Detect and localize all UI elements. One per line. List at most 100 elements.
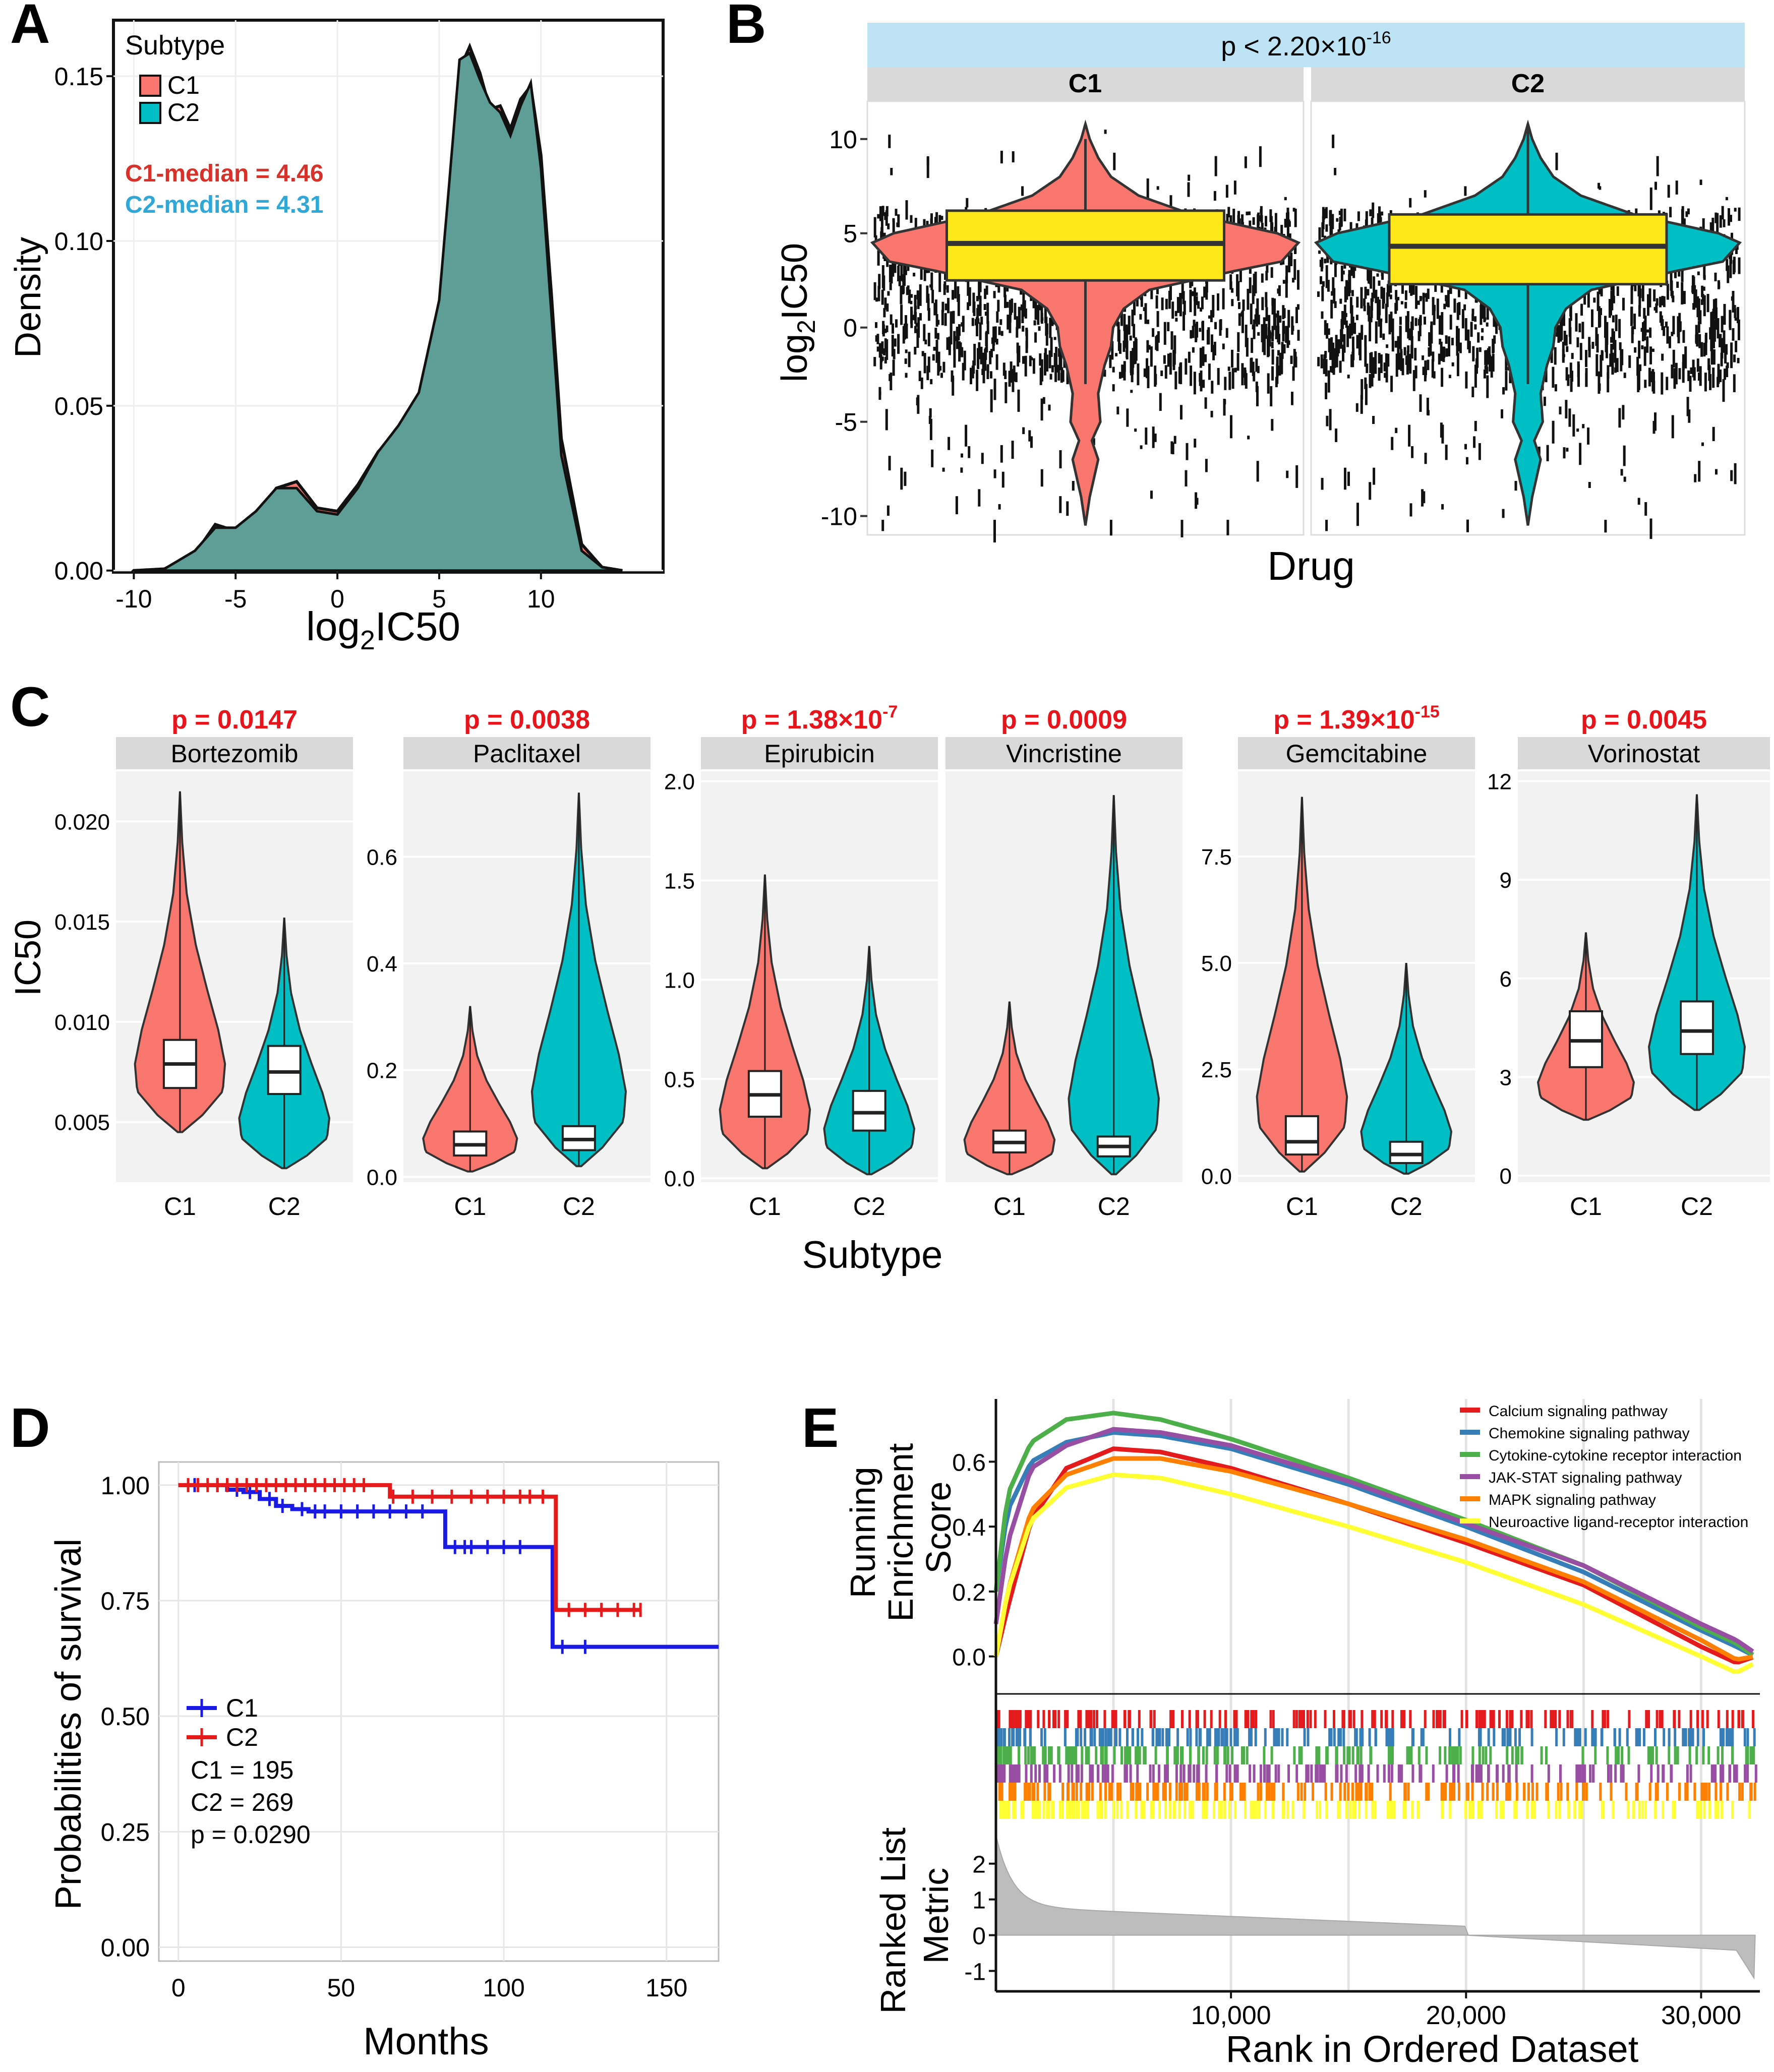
panel-b-drug-point [1040,303,1043,323]
panel-b-drug-point [885,409,888,431]
panel-e-hit-mark [1560,1783,1563,1801]
panel-b-drug-point [890,373,893,391]
panel-a-ytick-label: 0.15 [54,63,103,91]
panel-e-hit-mark [1589,1764,1592,1783]
panel-b-drug-point [1436,298,1439,319]
panel-b-drug-point [923,353,926,374]
panel-e-hit-mark [1228,1801,1231,1819]
panel-b-drug-point [1154,434,1157,442]
panel-b-drug-point [1202,380,1205,388]
panel-b-drug-point [963,350,966,371]
panel-e-hit-mark [1684,1783,1687,1801]
panel-b-drug-point [1612,315,1615,323]
panel-b-drug-point [1737,307,1739,323]
panel-e-hit-mark [1743,1728,1746,1746]
panel-e-hit-mark [1176,1746,1179,1764]
panel-e-hit-mark [1203,1783,1206,1801]
panel-e-hit-mark [1670,1764,1673,1783]
panel-e-hit-mark [1654,1728,1657,1746]
panel-b-drug-point [1377,213,1380,227]
panel-e-hit-mark [1721,1801,1724,1819]
panel-c-xtick-label: C2 [268,1192,301,1221]
panel-e-hit-mark [1307,1764,1310,1783]
panel-c-ytick-label: 9 [1500,868,1512,893]
panel-b-drug-point [950,315,953,322]
panel-b-ytick-label: -10 [821,503,857,531]
panel-e-hit-mark [1293,1746,1296,1764]
panel-b-drug-point [1250,303,1253,325]
panel-e-hit-mark [1151,1728,1154,1746]
panel-b-drug-point [1321,257,1324,269]
panel-b-drug-point [1361,379,1364,400]
panel-b-drug-point [1472,346,1475,361]
panel-e-hit-mark [1103,1710,1106,1728]
panel-b-drug-point [983,304,986,310]
panel-b-drug-point [1164,365,1167,379]
panel-e-hit-mark [1073,1801,1076,1819]
panel-b-drug-point [1126,408,1129,427]
panel-e-hit-mark [1581,1764,1584,1783]
panel-e-hit-mark [1244,1801,1247,1819]
panel-e-hit-mark [1104,1801,1107,1819]
panel-e-hit-mark [1361,1710,1364,1728]
panel-a-density-chart: -10 -5 0 5 100.000.050.100.15 Subtype C1 C2 … [8,19,665,655]
panel-e-xlabel: Rank in Ordered Dataset [1226,2028,1639,2070]
panel-b-drug-point [992,340,995,351]
panel-e-hit-mark [1635,1783,1638,1801]
panel-b-drug-point [905,349,908,353]
panel-c-p-main: p = 0.0045 [1581,705,1707,735]
panel-e-hit-mark [1703,1801,1706,1819]
panel-e-hit-mark [1104,1728,1107,1746]
panel-e-hit-mark [1223,1801,1226,1819]
panel-c-box [267,1045,302,1095]
panel-e-hit-mark [1509,1710,1512,1728]
panel-b-drug-point [935,314,938,327]
panel-b-drug-point [1445,335,1448,344]
panel-e-hit-mark [1717,1746,1720,1764]
panel-e-hit-mark [1337,1801,1339,1819]
panel-b-drug-point [1724,348,1727,363]
panel-b-drug-point [1360,395,1363,414]
panel-b-drug-point [1486,375,1489,398]
panel-b-drug-point [1339,298,1342,304]
panel-b-drug-point [1644,316,1647,336]
panel-b-drug-point [1292,208,1295,212]
panel-e-hit-mark [1058,1801,1061,1819]
panel-e-hit-mark [1024,1746,1027,1764]
panel-b-drug-point [1253,319,1256,339]
panel-e-hit-mark [1046,1801,1049,1819]
panel-e-hit-mark [1339,1728,1342,1746]
panel-b-drug-point [1290,253,1293,266]
panel-label-c: C [10,676,50,738]
panel-e-hit-mark [1752,1746,1755,1764]
panel-b-drug-point [1178,367,1181,384]
panel-b-drug-point [1554,384,1557,392]
panel-c-ytick-label: 0.6 [367,845,397,870]
panel-e-hit-mark [1099,1728,1102,1746]
panel-e-ylabel-bottom-line1: Ranked List [873,1827,913,2014]
panel-b-drug-point [1631,327,1634,343]
panel-e-hit-mark [1316,1764,1319,1783]
panel-b-drug-point [927,308,930,321]
panel-b-drug-point [1229,274,1232,290]
panel-e-hit-mark [1129,1746,1132,1764]
panel-b-drug-point [1343,334,1346,353]
panel-b-drug-point [1577,364,1580,387]
panel-e-hit-mark [1071,1764,1074,1783]
panel-b-drug-point [1123,326,1127,346]
panel-e-hit-mark [1009,1746,1012,1764]
panel-b-drug-point [1034,299,1037,320]
panel-b-drug-point [1730,215,1732,222]
panel-e-hit-mark [1197,1746,1200,1764]
panel-e-hit-mark [1480,1764,1483,1783]
panel-b-drug-point [897,214,900,227]
panel-e-hit-mark [1146,1783,1149,1801]
panel-b-drug-point [1686,397,1689,416]
panel-e-hit-mark [1069,1801,1072,1819]
panel-b-drug-point [884,338,887,352]
panel-b-drug-point [1661,319,1664,330]
panel-b-drug-point [1649,518,1652,539]
panel-c-drug-label: Vorinostat [1588,740,1700,768]
panel-b-drug-point [1156,311,1159,327]
panel-b-drug-point [919,313,922,321]
